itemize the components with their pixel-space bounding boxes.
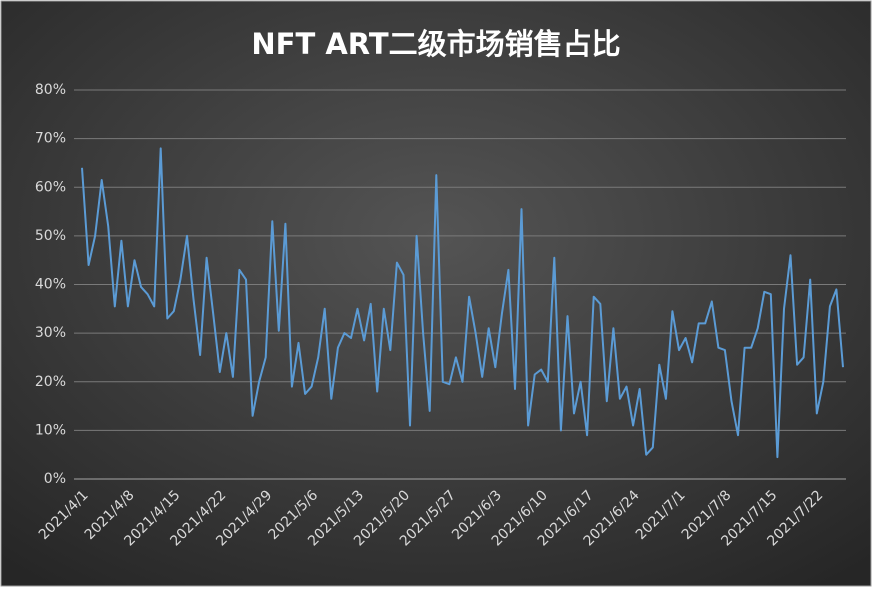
y-tick-label: 10% — [35, 422, 66, 438]
y-tick-label: 80% — [35, 82, 66, 98]
y-tick-label: 30% — [35, 325, 66, 341]
y-tick-label: 0% — [44, 471, 66, 487]
y-tick-label: 60% — [35, 179, 66, 195]
y-tick-label: 70% — [35, 131, 66, 147]
y-tick-label: 50% — [35, 228, 66, 244]
y-tick-label: 20% — [35, 374, 66, 390]
data-line — [81, 147, 844, 459]
y-tick-label: 40% — [35, 277, 66, 293]
chart-title: NFT ART二级市场销售占比 — [251, 27, 620, 61]
